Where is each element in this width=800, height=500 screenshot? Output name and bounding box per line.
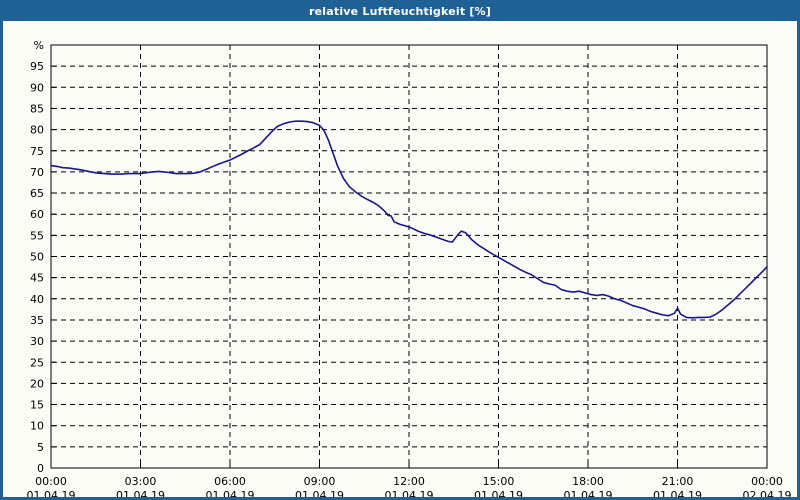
- x-tick-time-label: 00:00: [35, 475, 67, 488]
- y-tick-label: 65: [30, 187, 44, 200]
- humidity-series-line: [50, 120, 768, 319]
- y-tick-label: 5: [37, 441, 44, 454]
- x-tick-date-label: 01.04.19: [474, 489, 523, 497]
- x-tick-time-label: 12:00: [393, 475, 425, 488]
- y-tick-label: 50: [30, 251, 44, 264]
- y-tick-label: 10: [30, 420, 44, 433]
- axis-tick-marks: [50, 65, 768, 469]
- y-tick-label: 25: [30, 356, 44, 369]
- y-tick-label: 30: [30, 335, 44, 348]
- y-tick-label: 0: [37, 462, 44, 475]
- x-tick-time-label: 09:00: [304, 475, 336, 488]
- x-tick-date-label: 01.04.19: [653, 489, 702, 497]
- y-tick-label: 90: [30, 81, 44, 94]
- x-tick-time-label: 18:00: [572, 475, 604, 488]
- y-tick-label: 75: [30, 145, 44, 158]
- y-tick-label: 70: [30, 166, 44, 179]
- y-tick-label: 45: [30, 272, 44, 285]
- horizontal-gridlines: [52, 65, 767, 448]
- y-tick-label: 85: [30, 102, 44, 115]
- x-axis-tick-labels: 00:0001.04.1903:0001.04.1906:0001.04.190…: [27, 475, 792, 497]
- x-tick-date-label: 01.04.19: [116, 489, 165, 497]
- x-tick-time-label: 21:00: [662, 475, 694, 488]
- window-title-bar: relative Luftfeuchtigkeit [%]: [3, 3, 797, 21]
- y-tick-label: 95: [30, 60, 44, 73]
- x-tick-date-label: 01.04.19: [295, 489, 344, 497]
- x-tick-time-label: 06:00: [214, 475, 246, 488]
- y-tick-label: 35: [30, 314, 44, 327]
- y-tick-label: 15: [30, 399, 44, 412]
- y-tick-label: 40: [30, 293, 44, 306]
- x-tick-date-label: 02.04.19: [743, 489, 792, 497]
- y-tick-label: 55: [30, 229, 44, 242]
- chart-plot-area: 0 5 10 15 20 25 30 35 40 45 50 55 60 65 70 75 80 85 90 95 0…: [3, 21, 797, 497]
- x-tick-date-label: 01.04.19: [206, 489, 255, 497]
- x-tick-time-label: 15:00: [483, 475, 515, 488]
- window-title: relative Luftfeuchtigkeit [%]: [309, 5, 491, 18]
- y-axis-unit-label: %: [34, 39, 44, 52]
- x-tick-time-label: 03:00: [125, 475, 157, 488]
- x-tick-date-label: 01.04.19: [385, 489, 434, 497]
- y-tick-label: 60: [30, 208, 44, 221]
- data-series-group: [50, 120, 768, 319]
- y-tick-label: 20: [30, 377, 44, 390]
- y-axis-unit: %: [34, 39, 44, 52]
- x-tick-time-label: 00:00: [751, 475, 783, 488]
- y-axis-tick-labels: 0 5 10 15 20 25 30 35 40 45 50 55 60 65 70 75 80 85 90 95: [30, 60, 44, 475]
- x-tick-date-label: 01.04.19: [27, 489, 76, 497]
- y-tick-label: 80: [30, 124, 44, 137]
- humidity-line-chart: 0 5 10 15 20 25 30 35 40 45 50 55 60 65 70 75 80 85 90 95 0…: [27, 39, 792, 497]
- vertical-gridlines: [140, 45, 678, 467]
- x-tick-date-label: 01.04.19: [564, 489, 613, 497]
